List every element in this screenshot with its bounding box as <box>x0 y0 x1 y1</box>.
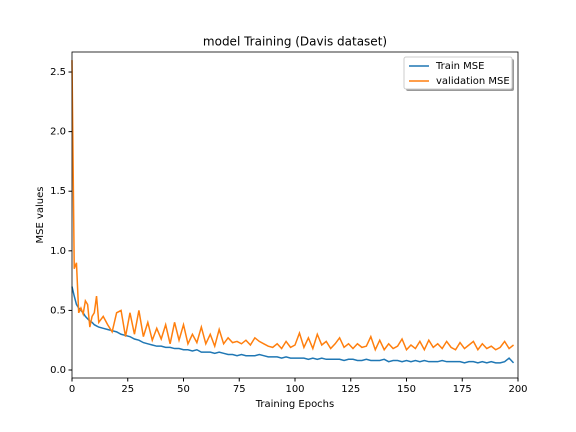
chart-title: model Training (Davis dataset) <box>203 35 387 49</box>
y-tick-label: 1.0 <box>50 246 66 257</box>
x-tick-label: 150 <box>397 384 416 395</box>
plot-frame <box>71 51 519 379</box>
x-tick-label: 75 <box>233 384 246 395</box>
x-tick-label: 100 <box>285 384 304 395</box>
y-tick-label: 0.5 <box>50 305 66 316</box>
x-tick-label: 125 <box>341 384 360 395</box>
legend <box>403 56 513 90</box>
line-series <box>71 286 515 364</box>
y-tick-label: 2.0 <box>50 127 66 138</box>
x-tick-label: 200 <box>508 384 527 395</box>
line-series <box>71 60 515 352</box>
legend-label: validation MSE <box>436 76 510 87</box>
legend-label: Train MSE <box>435 61 484 72</box>
y-axis-label: MSE values <box>35 187 46 244</box>
x-tick-label: 0 <box>69 384 75 395</box>
x-tick-label: 25 <box>121 384 134 395</box>
y-tick-label: 0.0 <box>50 365 66 376</box>
x-axis-label: Training Epochs <box>255 399 334 410</box>
x-tick-label: 50 <box>177 384 190 395</box>
y-tick-label: 1.5 <box>50 186 66 197</box>
y-tick-label: 2.5 <box>50 67 66 78</box>
x-tick-label: 175 <box>453 384 472 395</box>
